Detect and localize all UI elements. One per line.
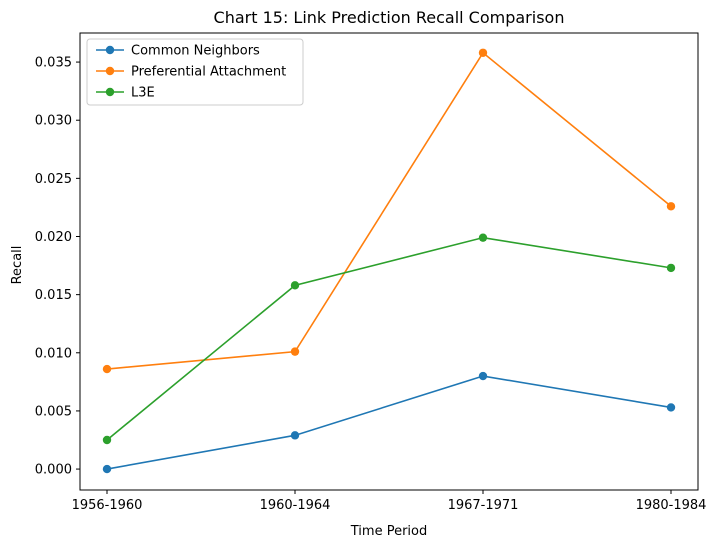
data-point-preferential-attachment: [666, 202, 676, 211]
legend: Common Neighbors Preferential Attachment L…: [86, 38, 304, 106]
y-axis-label: Recall: [10, 246, 25, 285]
series-line-l3e: [106, 236, 672, 441]
legend-label: L3E: [131, 86, 155, 101]
data-point-preferential-attachment: [478, 48, 488, 57]
chart-title: Chart 15: Link Prediction Recall Compari…: [214, 8, 565, 27]
y-tick-label: 0.015: [35, 288, 72, 303]
data-point-common-neighbors: [102, 464, 112, 474]
legend-marker: [105, 87, 115, 97]
x-tick-label: 1967-1971: [448, 498, 519, 513]
legend-label: Common Neighbors: [131, 44, 260, 59]
y-tick-label: 0.020: [35, 230, 72, 245]
x-tick-label: 1960-1964: [260, 498, 331, 513]
data-point-l3e: [666, 263, 676, 273]
y-tick-label: 0.000: [35, 463, 72, 478]
x-tick-label: 1956-1960: [72, 498, 143, 513]
data-point-common-neighbors: [290, 431, 300, 440]
legend-marker: [105, 45, 115, 55]
legend-marker: [105, 66, 115, 76]
series-line-preferential-attachment: [106, 51, 672, 370]
legend-box: [86, 38, 304, 106]
data-point-l3e: [478, 233, 488, 242]
y-tick-label: 0.010: [35, 346, 72, 361]
plot-area: 0.000 0.005 0.010 0.015 0.020 0.025 0.030 0.035…: [35, 32, 707, 513]
legend-label: Preferential Attachment: [131, 65, 286, 80]
x-tick-label: 1980-1984: [636, 498, 707, 513]
data-point-l3e: [290, 281, 300, 290]
series-line-common-neighbors: [106, 375, 672, 470]
data-point-preferential-attachment: [290, 347, 300, 356]
data-point-preferential-attachment: [102, 364, 112, 374]
y-tick-label: 0.025: [35, 172, 72, 187]
y-tick-label: 0.030: [35, 114, 72, 129]
y-tick-label: 0.035: [35, 56, 72, 71]
y-tick-label: 0.005: [35, 404, 72, 419]
data-point-common-neighbors: [478, 371, 488, 381]
x-axis-label: Time Period: [350, 524, 427, 539]
data-point-common-neighbors: [666, 403, 676, 412]
data-point-l3e: [102, 435, 112, 445]
plot-frame: [79, 32, 699, 491]
